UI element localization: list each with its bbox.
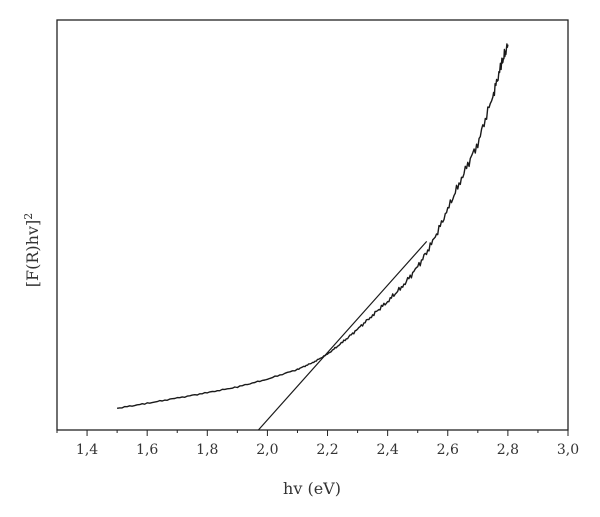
x-tick-label: 2,6: [437, 442, 459, 458]
y-axis-title: [F(R)hv]2: [22, 213, 42, 287]
x-tick-label: 2,0: [256, 442, 278, 458]
series-layer: [116, 43, 509, 431]
y-axis-title-base: [F(R)hv]: [23, 220, 42, 287]
x-tick-label: 1,8: [196, 442, 218, 458]
x-tick-label: 2,8: [497, 442, 519, 458]
x-tick-label: 2,4: [377, 442, 399, 458]
x-axis-title: hv (eV): [283, 479, 341, 498]
x-tick-label: 1,6: [136, 442, 158, 458]
x-tick-label: 2,2: [316, 442, 338, 458]
y-axis-title-sup: 2: [22, 213, 35, 220]
x-tick-label: 3,0: [557, 442, 579, 458]
spectrum-line: [116, 43, 509, 409]
x-tick-label: 1,4: [76, 442, 98, 458]
x-axis-ticks: 1,4 1,6 1,8 2,0 2,2 2,4 2,6 2,8 3,0: [56, 430, 579, 458]
plot-frame: [56, 19, 569, 431]
tangent-line: [257, 241, 428, 431]
